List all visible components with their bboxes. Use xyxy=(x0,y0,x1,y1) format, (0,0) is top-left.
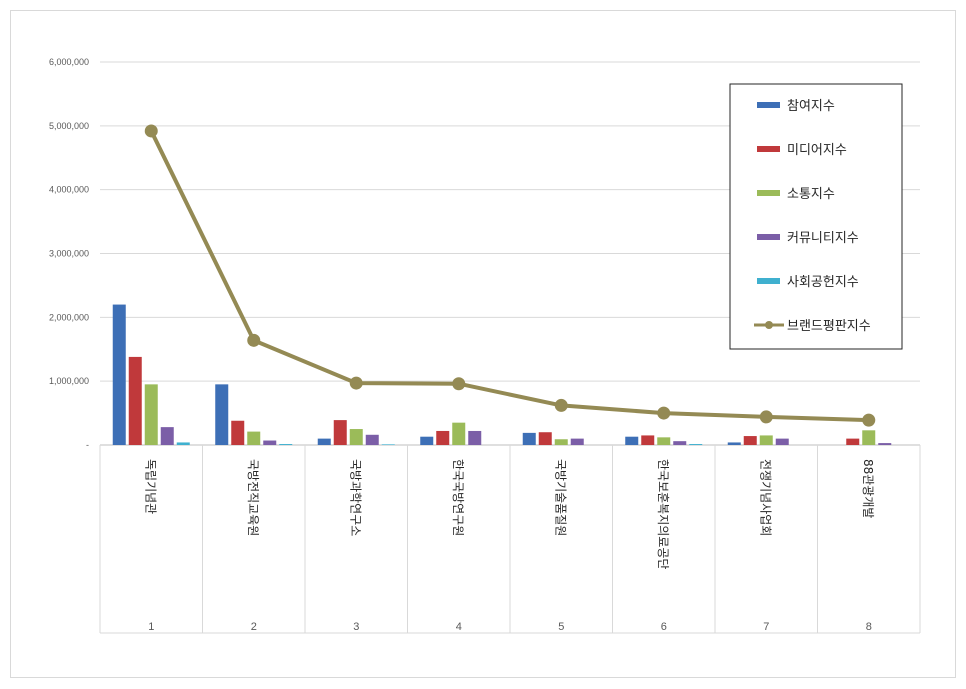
bar xyxy=(775,438,789,445)
category-name: 전쟁기념사업회 xyxy=(758,459,772,536)
bar xyxy=(420,436,434,445)
legend-swatch xyxy=(757,146,780,152)
legend-label: 사회공헌지수 xyxy=(787,275,859,290)
bar xyxy=(759,435,773,445)
bar xyxy=(538,432,552,445)
legend-label: 커뮤니티지수 xyxy=(787,231,859,246)
bar xyxy=(247,431,261,445)
bar xyxy=(522,432,536,445)
bar xyxy=(176,442,190,445)
y-tick-label: 1,000,000 xyxy=(49,376,89,386)
bars xyxy=(112,304,892,445)
bar xyxy=(333,420,347,445)
legend-swatch xyxy=(757,278,780,284)
bar xyxy=(727,442,741,445)
bar xyxy=(160,427,174,445)
bar xyxy=(128,356,142,445)
category-axis-grid xyxy=(99,445,921,634)
bar xyxy=(317,438,331,445)
category-labels: 독립기념관 1 국방전직교육원 2 국방과학연구소 3 한국국방연구원 4 국방기술품질원 5 한국… xyxy=(143,459,875,633)
category-number: 3 xyxy=(353,621,359,633)
category-number: 6 xyxy=(661,621,667,633)
bar xyxy=(570,438,584,445)
line-point xyxy=(144,124,158,138)
y-tick-label: - xyxy=(86,440,89,450)
bar xyxy=(878,443,892,445)
bar xyxy=(452,422,466,445)
legend-swatch xyxy=(757,234,780,240)
y-axis-ticks: - 1,000,000 2,000,000 3,000,000 4,000,000 5,0… xyxy=(49,57,89,450)
category-number: 1 xyxy=(148,621,154,633)
bar xyxy=(743,436,757,445)
line-series xyxy=(144,124,876,427)
legend-swatch xyxy=(757,102,780,108)
y-tick-label: 6,000,000 xyxy=(49,57,89,67)
category-name: 국방과학연구소 xyxy=(348,459,362,536)
bar xyxy=(846,438,860,445)
category-name: 독립기념관 xyxy=(143,459,157,514)
line-point xyxy=(657,406,671,420)
bar xyxy=(641,435,655,445)
bar xyxy=(215,384,229,445)
y-tick-label: 3,000,000 xyxy=(49,249,89,259)
category-number: 7 xyxy=(763,621,769,633)
bar xyxy=(554,439,568,445)
bar xyxy=(365,434,379,445)
legend-label: 미디어지수 xyxy=(787,143,847,158)
line-point xyxy=(452,377,466,391)
bar xyxy=(862,430,876,445)
bar xyxy=(468,430,482,445)
bar xyxy=(263,440,277,445)
bar xyxy=(349,429,363,445)
y-tick-label: 4,000,000 xyxy=(49,185,89,195)
category-number: 2 xyxy=(251,621,257,633)
category-number: 5 xyxy=(558,621,564,633)
category-name: 국방기술품질원 xyxy=(553,459,567,536)
legend-label: 소통지수 xyxy=(787,187,835,202)
y-tick-label: 2,000,000 xyxy=(49,312,89,322)
category-number: 4 xyxy=(456,621,462,633)
category-name: 88관광개발 xyxy=(861,459,875,518)
bar xyxy=(657,437,671,445)
bar xyxy=(625,436,639,445)
category-number: 8 xyxy=(866,621,872,633)
bar xyxy=(381,444,395,445)
category-name: 국방전직교육원 xyxy=(246,459,260,536)
line-point xyxy=(759,410,773,424)
legend-label: 참여지수 xyxy=(787,99,835,114)
category-name: 한국보훈복지의료공단 xyxy=(656,459,670,569)
legend-marker xyxy=(765,321,773,329)
line-point xyxy=(554,398,568,412)
bar xyxy=(144,384,158,445)
legend-box xyxy=(729,83,903,350)
bar xyxy=(112,304,126,445)
bar xyxy=(436,430,450,445)
line-point xyxy=(862,413,876,427)
line-series-path xyxy=(149,130,869,423)
bar xyxy=(689,444,703,445)
line-point xyxy=(349,376,363,390)
legend-swatch xyxy=(757,190,780,196)
line-point xyxy=(247,333,261,347)
category-name: 한국국방연구원 xyxy=(451,459,465,536)
bar xyxy=(279,444,293,445)
bar xyxy=(231,420,245,445)
bar xyxy=(673,441,687,445)
legend-label: 브랜드평판지수 xyxy=(787,319,871,334)
y-tick-label: 5,000,000 xyxy=(49,121,89,131)
